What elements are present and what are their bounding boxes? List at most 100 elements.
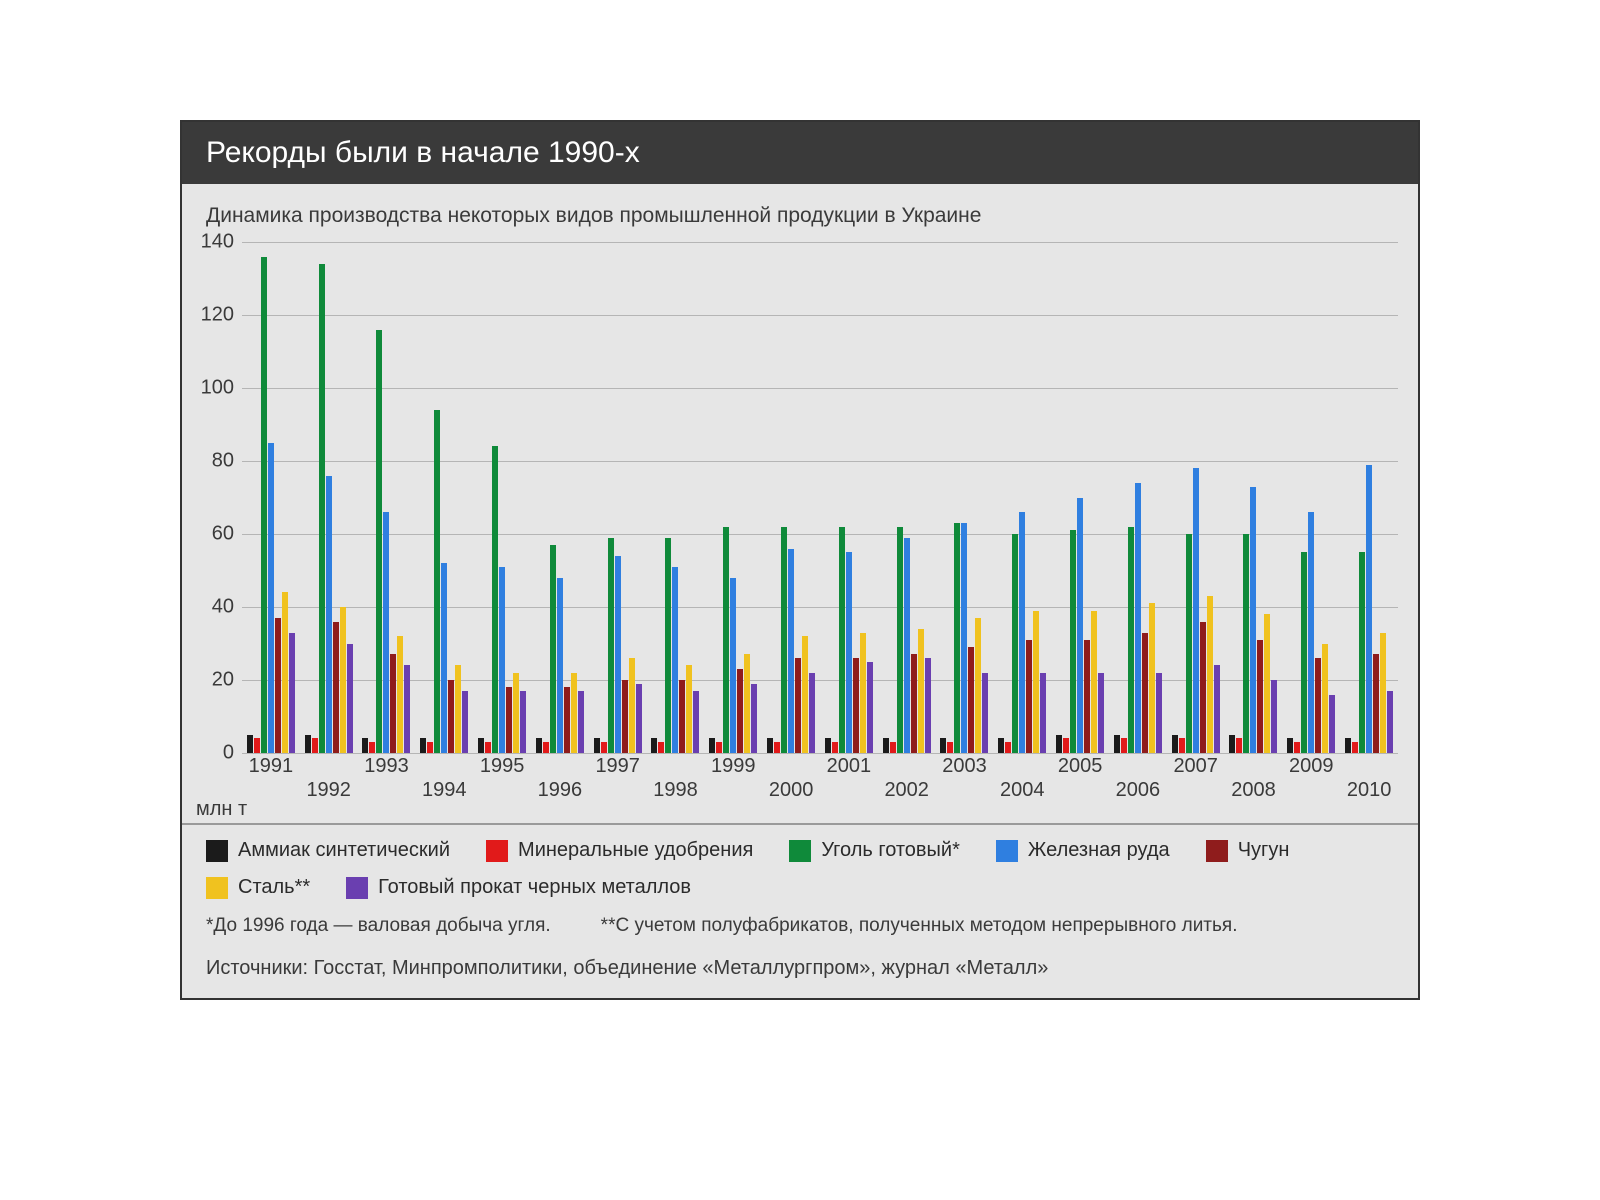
bar-coal xyxy=(608,538,614,753)
bar-coal xyxy=(1301,552,1307,753)
bar-coal xyxy=(954,523,960,753)
x-tick-label: 2001 xyxy=(827,755,872,778)
bar-steel xyxy=(1380,633,1386,753)
y-tick-label: 20 xyxy=(212,669,242,692)
year-group xyxy=(300,242,358,753)
x-tick-label: 1996 xyxy=(538,779,583,802)
bar-coal xyxy=(665,538,671,753)
axis-unit: млн т xyxy=(196,798,247,821)
bar-minfert xyxy=(485,742,491,753)
bar-ammonia xyxy=(420,738,426,753)
legend-swatch xyxy=(1206,840,1228,862)
bar-pigiron xyxy=(1373,654,1379,753)
bar-coal xyxy=(376,330,382,753)
bar-rolled xyxy=(1156,673,1162,753)
bar-rolled xyxy=(1387,691,1393,753)
x-tick-label: 1994 xyxy=(422,779,467,802)
x-tick-label: 2010 xyxy=(1347,779,1392,802)
bar-pigiron xyxy=(1315,658,1321,753)
y-tick-label: 100 xyxy=(201,377,242,400)
year-group xyxy=(1340,242,1398,753)
legend-item-steel: Сталь** xyxy=(206,876,310,899)
bar-rolled xyxy=(809,673,815,753)
bar-steel xyxy=(744,654,750,753)
x-tick-label: 2004 xyxy=(1000,779,1045,802)
legend-swatch xyxy=(346,877,368,899)
year-group xyxy=(647,242,705,753)
bar-minfert xyxy=(601,742,607,753)
bar-ironore xyxy=(441,563,447,753)
bar-ironore xyxy=(383,512,389,753)
bar-coal xyxy=(723,527,729,753)
bar-minfert xyxy=(1352,742,1358,753)
bar-pigiron xyxy=(795,658,801,753)
bar-ammonia xyxy=(1287,738,1293,753)
bar-minfert xyxy=(1294,742,1300,753)
x-tick-label: 1995 xyxy=(480,755,525,778)
legend: Аммиак синтетическийМинеральные удобрени… xyxy=(182,823,1418,909)
bar-coal xyxy=(261,257,267,753)
bar-coal xyxy=(319,264,325,753)
x-tick-label: 1991 xyxy=(249,755,294,778)
legend-label: Готовый прокат черных металлов xyxy=(378,876,691,899)
year-group xyxy=(1109,242,1167,753)
bar-minfert xyxy=(716,742,722,753)
year-group xyxy=(1167,242,1225,753)
bar-ironore xyxy=(904,538,910,753)
bar-ironore xyxy=(1366,465,1372,753)
bar-pigiron xyxy=(333,622,339,753)
bar-rolled xyxy=(462,691,468,753)
bar-ammonia xyxy=(709,738,715,753)
year-group xyxy=(1282,242,1340,753)
legend-item-ammonia: Аммиак синтетический xyxy=(206,839,450,862)
bar-ammonia xyxy=(362,738,368,753)
x-tick-label: 2005 xyxy=(1058,755,1103,778)
bar-rolled xyxy=(578,691,584,753)
legend-item-pigiron: Чугун xyxy=(1206,839,1290,862)
bar-steel xyxy=(513,673,519,753)
legend-swatch xyxy=(206,877,228,899)
bar-coal xyxy=(1186,534,1192,753)
bar-steel xyxy=(686,665,692,753)
bar-rolled xyxy=(520,691,526,753)
x-tick-label: 2006 xyxy=(1116,779,1161,802)
bar-ammonia xyxy=(1114,735,1120,753)
bar-coal xyxy=(1359,552,1365,753)
bar-pigiron xyxy=(911,654,917,753)
bar-ammonia xyxy=(536,738,542,753)
year-group xyxy=(762,242,820,753)
bar-ironore xyxy=(557,578,563,753)
year-group xyxy=(531,242,589,753)
year-group xyxy=(1225,242,1283,753)
bar-ironore xyxy=(1135,483,1141,753)
bars-row xyxy=(242,242,1398,753)
x-tick-label: 2000 xyxy=(769,779,814,802)
bar-minfert xyxy=(1179,738,1185,753)
bar-minfert xyxy=(312,738,318,753)
bar-ironore xyxy=(1193,468,1199,753)
bar-coal xyxy=(434,410,440,753)
y-tick-label: 140 xyxy=(201,231,242,254)
bar-steel xyxy=(1091,611,1097,753)
bar-ammonia xyxy=(651,738,657,753)
bar-ironore xyxy=(1308,512,1314,753)
year-group xyxy=(589,242,647,753)
legend-item-rolled: Готовый прокат черных металлов xyxy=(346,876,691,899)
legend-label: Аммиак синтетический xyxy=(238,839,450,862)
legend-item-ironore: Железная руда xyxy=(996,839,1170,862)
bar-coal xyxy=(1070,530,1076,753)
year-group xyxy=(936,242,994,753)
title-text: Рекорды были в начале 1990-х xyxy=(206,136,640,169)
bar-steel xyxy=(1264,614,1270,753)
bar-pigiron xyxy=(448,680,454,753)
bar-ammonia xyxy=(1229,735,1235,753)
bar-pigiron xyxy=(853,658,859,753)
year-group xyxy=(704,242,762,753)
legend-item-coal: Уголь готовый* xyxy=(789,839,960,862)
x-tick-label: 1997 xyxy=(595,755,640,778)
bar-coal xyxy=(1012,534,1018,753)
bar-minfert xyxy=(890,742,896,753)
bar-ironore xyxy=(615,556,621,753)
bar-steel xyxy=(629,658,635,753)
bar-pigiron xyxy=(1257,640,1263,753)
